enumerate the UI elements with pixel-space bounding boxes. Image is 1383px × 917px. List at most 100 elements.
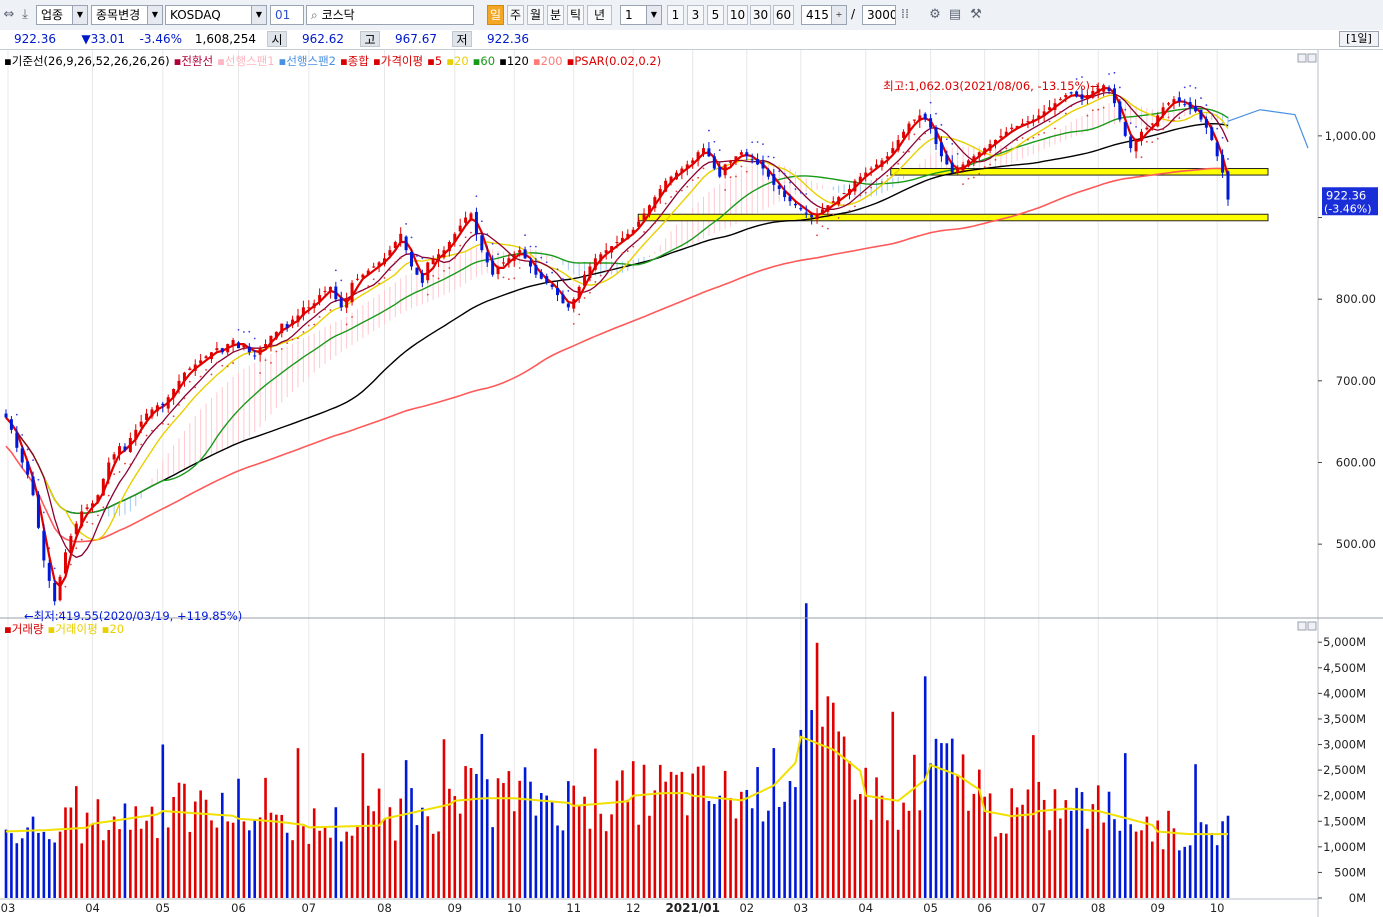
- volume-bar: [599, 813, 603, 898]
- volume-legend-item: ▪거래량: [4, 622, 44, 636]
- candle-body: [1085, 95, 1089, 100]
- x-tick-label: 05: [923, 901, 938, 915]
- candle-body: [993, 139, 997, 144]
- candle-body: [242, 344, 246, 348]
- candle-body: [155, 405, 159, 412]
- psar-dot: [91, 522, 94, 525]
- volume-bar: [1118, 830, 1122, 898]
- psar-dot: [848, 209, 851, 212]
- period-day-button[interactable]: 일: [487, 5, 504, 25]
- x-tick-label: 04: [858, 901, 873, 915]
- chevron-down-icon[interactable]: ▼: [72, 6, 87, 24]
- period-year-button[interactable]: 년: [587, 5, 612, 25]
- volume-bar: [523, 767, 527, 898]
- interval-3-button[interactable]: 3: [687, 5, 704, 25]
- search-input[interactable]: ⌕ 코스닥: [306, 5, 474, 25]
- chevron-down-icon[interactable]: ▼: [251, 6, 266, 24]
- tools-icon[interactable]: ⚒: [970, 7, 982, 22]
- candle-body: [588, 266, 592, 278]
- stepper-icon[interactable]: ÷: [831, 6, 846, 24]
- market-type-select[interactable]: 업종 ▼: [36, 5, 88, 25]
- period-tick-button[interactable]: 틱: [567, 5, 584, 25]
- grid-icon[interactable]: ⁞⁞: [900, 7, 910, 22]
- psar-dot: [437, 277, 440, 280]
- candle-body: [842, 193, 846, 195]
- price-legend-item: ▪120: [499, 54, 529, 68]
- volume-bar: [453, 796, 457, 898]
- volume-bar: [1172, 828, 1176, 898]
- interval-10-button[interactable]: 10: [727, 5, 748, 25]
- volume-bar: [907, 810, 911, 898]
- volume-bar: [215, 827, 219, 898]
- psar-dot: [156, 426, 159, 429]
- change-item-select[interactable]: 종목변경 ▼: [91, 5, 163, 25]
- chevron-down-icon[interactable]: ▼: [147, 6, 162, 24]
- psar-dot: [334, 269, 337, 272]
- candle-body: [777, 185, 781, 189]
- volume-tick-label: 0M: [1349, 891, 1366, 905]
- psar-dot: [534, 245, 537, 248]
- volume-bar: [1075, 787, 1078, 898]
- candle-body: [566, 303, 570, 308]
- psar-dot: [713, 140, 716, 143]
- low-label: 저: [452, 31, 472, 47]
- interval-5-button[interactable]: 5: [707, 5, 724, 25]
- volume-bar: [804, 603, 808, 898]
- volume-bar: [102, 840, 105, 898]
- chart-area[interactable]: 500.00 600.00 700.00 800.00 1,000.00 0M 500M 1,…: [0, 50, 1383, 917]
- volume-bar: [58, 831, 62, 898]
- interval-1-button[interactable]: 1: [667, 5, 684, 25]
- psar-dot: [210, 373, 213, 376]
- volume-bar: [604, 831, 608, 898]
- volume-bar: [199, 790, 202, 898]
- candle-body: [815, 213, 819, 220]
- psar-dot: [616, 258, 618, 261]
- price-legend-item: ▪5: [427, 54, 443, 68]
- count-stepper[interactable]: 415 ÷: [801, 5, 847, 25]
- volume-bar: [404, 760, 408, 898]
- psar-dot: [1135, 125, 1137, 128]
- candle-body: [193, 364, 197, 371]
- psar-dot: [205, 369, 207, 371]
- volume-bar: [188, 831, 192, 898]
- count-max-field[interactable]: 3000: [862, 5, 896, 25]
- index-name-select[interactable]: KOSDAQ ▼: [165, 5, 267, 25]
- x-tick-label: 08: [1091, 901, 1106, 915]
- psar-dot: [870, 186, 873, 189]
- volume-ma20-line: [5, 735, 1228, 836]
- psar-dot: [1048, 120, 1051, 123]
- volume-bar: [675, 774, 678, 898]
- period-week-button[interactable]: 주: [507, 5, 524, 25]
- psar-dot: [583, 297, 586, 299]
- interval-30-button[interactable]: 30: [750, 5, 771, 25]
- psar-dot: [626, 250, 629, 252]
- volume-bar: [1215, 845, 1219, 898]
- save-icon[interactable]: ▤: [948, 7, 962, 22]
- period-month-button[interactable]: 월: [527, 5, 544, 25]
- volume-bar: [496, 778, 500, 898]
- psar-dot: [1059, 110, 1062, 113]
- candle-body: [1215, 142, 1219, 157]
- gear-icon[interactable]: ⚙: [929, 7, 941, 22]
- index-code-field[interactable]: 01: [270, 5, 304, 25]
- psar-dot: [53, 567, 56, 570]
- period-minute-button[interactable]: 분: [547, 5, 564, 25]
- price-tick-label: 500.00: [1336, 537, 1376, 551]
- volume-bar: [383, 818, 386, 898]
- download-icon[interactable]: ⤓: [22, 7, 28, 22]
- volume-bar: [275, 814, 278, 898]
- link-icon[interactable]: ⇔: [3, 7, 15, 22]
- chevron-down-icon[interactable]: ▼: [646, 6, 661, 24]
- interval-select[interactable]: 1 ▼: [620, 5, 662, 25]
- leading-span2-line: [1227, 109, 1309, 149]
- psar-dot: [545, 261, 548, 264]
- volume-bar: [572, 785, 576, 898]
- candle-body: [1210, 127, 1214, 140]
- volume-bar: [302, 826, 305, 898]
- volume-bar: [740, 791, 743, 898]
- volume-bar: [1037, 781, 1041, 898]
- interval-60-button[interactable]: 60: [773, 5, 794, 25]
- period-badge[interactable]: [1일]: [1339, 31, 1379, 47]
- candle-body: [36, 494, 40, 528]
- psar-dot: [989, 163, 991, 166]
